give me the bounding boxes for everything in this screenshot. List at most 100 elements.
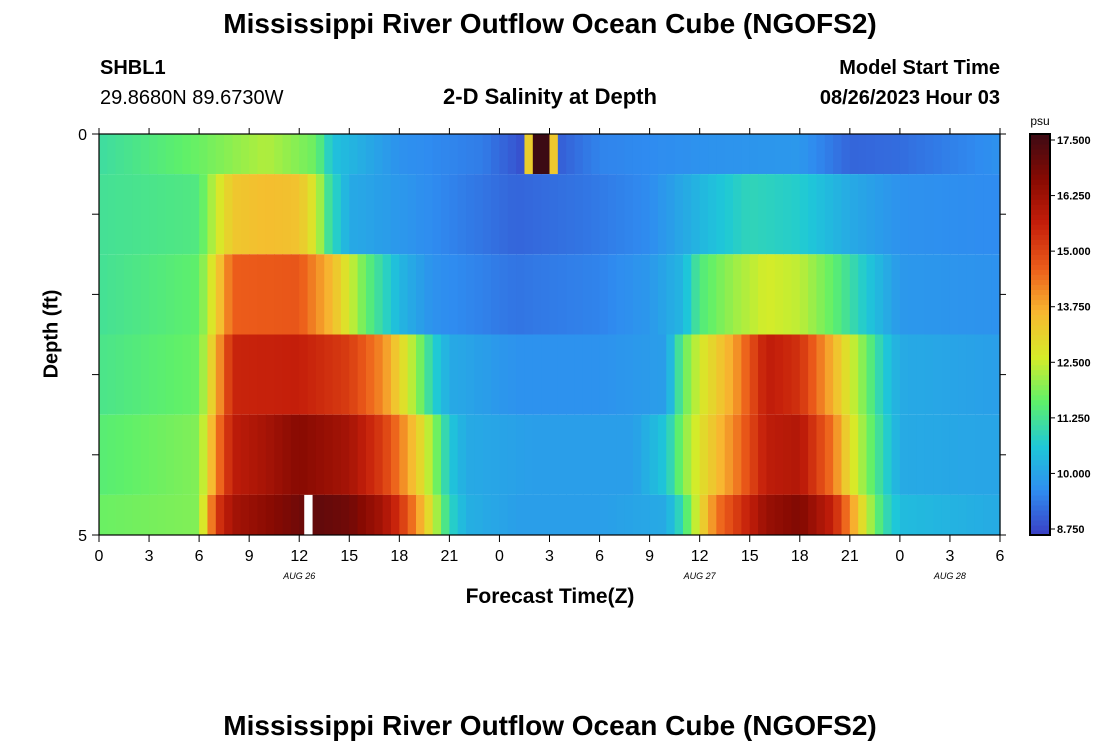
heatmap-cell: [733, 494, 742, 535]
colorbar-swatch: [1030, 264, 1050, 270]
heatmap-cell: [290, 414, 300, 495]
heatmap-cell: [374, 334, 384, 415]
colorbar-swatch: [1030, 314, 1050, 321]
heatmap-cell: [324, 414, 334, 495]
heatmap-cell: [641, 254, 651, 335]
heatmap-cell: [416, 494, 425, 535]
colorbar-swatch: [1030, 309, 1050, 316]
heatmap-cell: [924, 254, 934, 335]
heatmap-cell: [432, 494, 442, 535]
heatmap-cell: [774, 334, 784, 415]
heatmap-cell: [524, 134, 534, 175]
colorbar-swatch: [1030, 364, 1050, 371]
heatmap-cell: [549, 334, 559, 415]
heatmap-cell: [474, 334, 484, 415]
heatmap-cell: [883, 134, 893, 175]
heatmap-cell: [949, 174, 959, 255]
heatmap-cell: [365, 494, 375, 535]
heatmap-cell: [916, 254, 926, 335]
x-tick-label: 21: [841, 548, 859, 565]
heatmap-cell: [315, 134, 325, 175]
heatmap-cell: [107, 134, 117, 175]
heatmap-cell: [290, 174, 300, 255]
heatmap-cell: [733, 414, 742, 495]
heatmap-cell: [399, 494, 409, 535]
heatmap-cell: [874, 174, 884, 255]
heatmap-cell: [466, 414, 476, 495]
heatmap-cell: [482, 134, 492, 175]
heatmap-cell: [566, 134, 576, 175]
heatmap-cell: [774, 254, 784, 335]
heatmap-cell: [599, 414, 609, 495]
heatmap-cell: [808, 254, 818, 335]
colorbar-swatch: [1030, 469, 1050, 476]
heatmap-cell: [157, 134, 167, 175]
heatmap-cell: [716, 334, 726, 415]
heatmap-cell: [649, 414, 659, 495]
heatmap-cell: [190, 414, 200, 495]
x-tick-label: 18: [791, 548, 809, 565]
heatmap-cell: [432, 254, 442, 335]
heatmap-cell: [466, 494, 476, 535]
heatmap-cell: [524, 494, 534, 535]
heatmap-cell: [349, 334, 359, 415]
heatmap-cell: [149, 134, 158, 175]
heatmap-cell: [532, 494, 542, 535]
heatmap-cell: [182, 134, 192, 175]
heatmap-cell: [215, 174, 225, 255]
heatmap-cell: [874, 134, 884, 175]
heatmap-cell: [899, 414, 909, 495]
heatmap-cell: [424, 174, 434, 255]
heatmap-cell: [632, 494, 642, 535]
heatmap-cell: [257, 254, 267, 335]
heatmap-cell: [491, 254, 501, 335]
heatmap-cell: [941, 174, 951, 255]
heatmap-cell: [858, 254, 868, 335]
heatmap-cell: [282, 134, 292, 175]
heatmap-cell: [582, 494, 592, 535]
heatmap-cell: [382, 494, 392, 535]
heatmap-cell: [699, 174, 709, 255]
heatmap-cell: [349, 494, 359, 535]
heatmap-cell: [224, 334, 234, 415]
heatmap-cell: [399, 334, 409, 415]
heatmap-cell: [382, 254, 392, 335]
heatmap-cell: [232, 174, 242, 255]
heatmap-cell: [491, 174, 501, 255]
heatmap-cell: [657, 174, 667, 255]
x-axis-ticks: 0 3 6 9 12 15 18 21 0 3 6 9 12 15 18 21 0 3 6: [95, 128, 1005, 565]
heatmap-cell: [441, 494, 450, 535]
heatmap-cell: [833, 334, 843, 415]
heatmap-cell: [916, 334, 926, 415]
heatmap-cell: [616, 134, 626, 175]
heatmap-cell: [783, 494, 793, 535]
heatmap-cell: [691, 254, 701, 335]
colorbar-swatch: [1030, 154, 1050, 160]
heatmap-cell: [674, 494, 684, 535]
heatmap-cell: [207, 134, 217, 175]
heatmap-cell: [265, 254, 275, 335]
heatmap-cell: [207, 174, 217, 255]
colorbar-swatch: [1030, 204, 1050, 210]
heatmap-cell: [224, 414, 234, 495]
heatmap-cell: [724, 134, 734, 175]
heatmap-cell: [841, 494, 851, 535]
colorbar-swatch: [1030, 234, 1050, 240]
heatmap-cell: [749, 414, 759, 495]
heatmap-cell: [783, 414, 793, 495]
heatmap-cell: [816, 134, 826, 175]
heatmap-cell: [107, 254, 117, 335]
colorbar-swatch: [1030, 174, 1050, 180]
colorbar: psu 17.500 16.250 15.000 13.750 12.500 11.250 1…: [1029, 114, 1091, 536]
heatmap-cell: [591, 414, 601, 495]
x-tick-label: 0: [95, 548, 104, 565]
heatmap-cell: [682, 174, 692, 255]
heatmap-cell: [390, 494, 400, 535]
heatmap-cell: [582, 254, 592, 335]
heatmap-cell: [274, 494, 284, 535]
heatmap-cell: [324, 134, 334, 175]
heatmap-cell: [699, 414, 709, 495]
heatmap-cell: [566, 174, 576, 255]
heatmap-cell: [249, 134, 259, 175]
heatmap-cell: [983, 134, 993, 175]
